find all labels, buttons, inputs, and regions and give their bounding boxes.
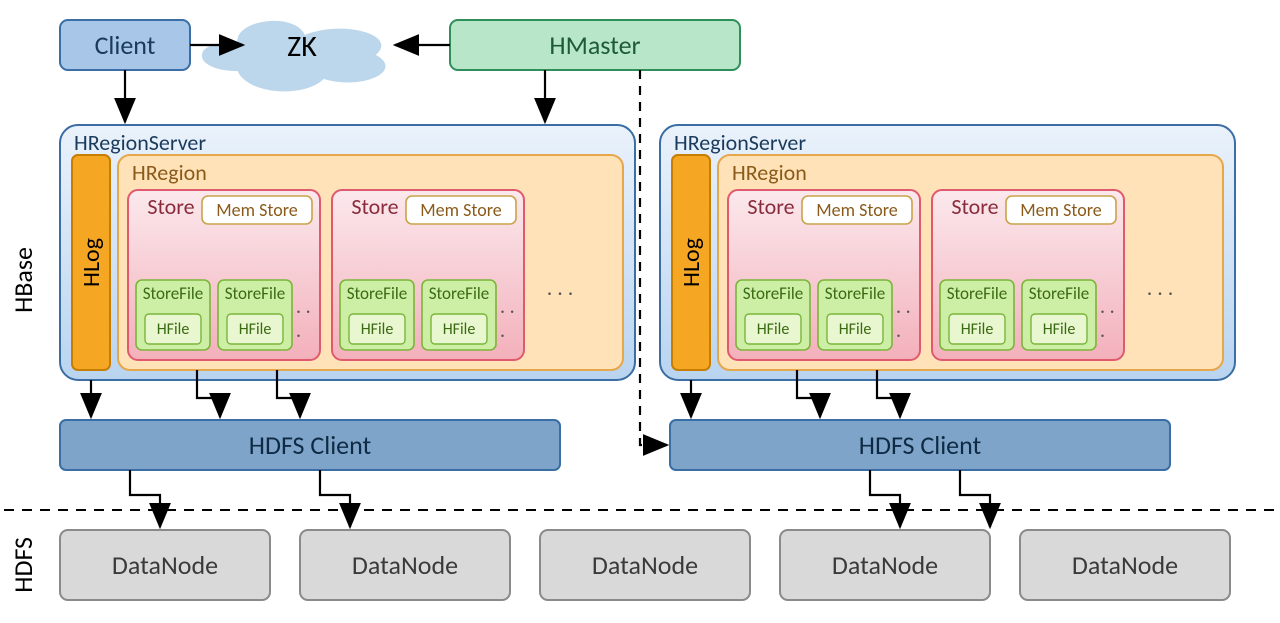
storefile-label-0-0-0: StoreFile — [136, 282, 210, 304]
hlog-label-0: HLog — [72, 155, 110, 370]
hfile-label-1-0-1: HFile — [827, 314, 883, 344]
hregionserver-label-1: HRegionServer — [660, 125, 1235, 155]
memstore-label-0-0: Mem Store — [202, 196, 312, 224]
memstore-label-1-0: Mem Store — [802, 196, 912, 224]
hdfs-client-label-0: HDFS Client — [60, 420, 560, 470]
hfile-label-0-0-1: HFile — [227, 314, 283, 344]
store-ellipsis-1-0: . . . — [896, 307, 916, 331]
store-ellipsis-0-0: . . . — [296, 307, 316, 331]
hregion-label-0: HRegion — [118, 155, 623, 185]
memstore-label-0-1: Mem Store — [406, 196, 516, 224]
hfile-label-0-1-1: HFile — [431, 314, 487, 344]
side-label-hdfs: HDFS — [8, 520, 38, 610]
store-ellipsis-1-1: . . . — [1100, 307, 1120, 331]
storefile-label-1-0-0: StoreFile — [736, 282, 810, 304]
hregion-ellipsis-1: . . . — [1140, 273, 1180, 303]
side-label-hbase: HBase — [8, 150, 38, 410]
hmaster-label: HMaster — [450, 20, 740, 70]
hfile-label-1-1-0: HFile — [949, 314, 1005, 344]
store-ellipsis-0-1: . . . — [500, 307, 520, 331]
store-label-1-0: Store — [736, 192, 806, 220]
hregion-ellipsis-0: . . . — [540, 273, 580, 303]
datanode-label-4: DataNode — [1020, 530, 1230, 600]
datanode-label-2: DataNode — [540, 530, 750, 600]
store-label-0-0: Store — [136, 192, 206, 220]
zk-label: ZK — [282, 28, 322, 64]
client-label: Client — [60, 20, 190, 70]
datanode-label-1: DataNode — [300, 530, 510, 600]
hdfs-client-label-1: HDFS Client — [670, 420, 1170, 470]
store-label-0-1: Store — [340, 192, 410, 220]
hfile-label-0-1-0: HFile — [349, 314, 405, 344]
storefile-label-0-1-1: StoreFile — [422, 282, 496, 304]
memstore-label-1-1: Mem Store — [1006, 196, 1116, 224]
storefile-label-0-0-1: StoreFile — [218, 282, 292, 304]
datanode-label-3: DataNode — [780, 530, 990, 600]
hfile-label-1-0-0: HFile — [745, 314, 801, 344]
hregionserver-label-0: HRegionServer — [60, 125, 635, 155]
storefile-label-0-1-0: StoreFile — [340, 282, 414, 304]
storefile-label-1-1-0: StoreFile — [940, 282, 1014, 304]
hfile-label-1-1-1: HFile — [1031, 314, 1087, 344]
storefile-label-1-1-1: StoreFile — [1022, 282, 1096, 304]
store-label-1-1: Store — [940, 192, 1010, 220]
hfile-label-0-0-0: HFile — [145, 314, 201, 344]
storefile-label-1-0-1: StoreFile — [818, 282, 892, 304]
hregion-label-1: HRegion — [718, 155, 1223, 185]
hlog-label-1: HLog — [672, 155, 710, 370]
datanode-label-0: DataNode — [60, 530, 270, 600]
